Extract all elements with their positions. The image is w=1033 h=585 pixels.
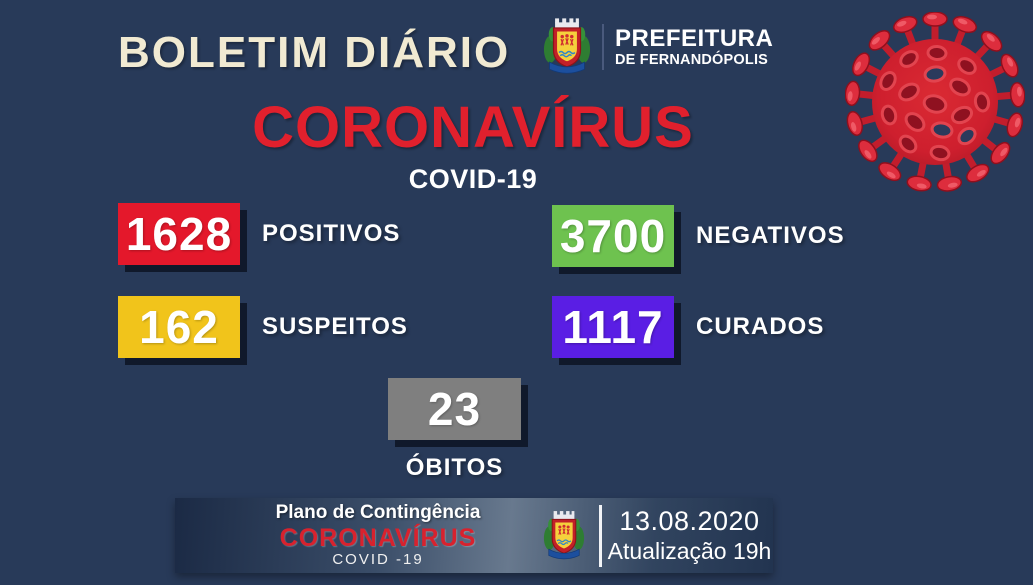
negativos-value-box: 3700 xyxy=(552,205,674,267)
positivos-label: POSITIVOS xyxy=(262,220,401,247)
plan-covid: COVID -19 xyxy=(332,550,424,568)
plan-text-block: Plano de Contingência CORONAVÍRUS COVID … xyxy=(219,502,537,568)
obitos-value-box: 23 xyxy=(388,378,521,440)
plan-title: Plano de Contingência xyxy=(275,502,481,524)
curados-value: 1117 xyxy=(562,301,664,353)
curados-label: CURADOS xyxy=(696,313,825,340)
positivos-value: 1628 xyxy=(125,208,233,260)
plan-coronavirus: CORONAVÍRUS xyxy=(279,523,477,552)
logo-line2: DE FERNANDÓPOLIS xyxy=(615,51,769,68)
stat-curados: 1117 CURADOS xyxy=(552,296,824,358)
negativos-value: 3700 xyxy=(559,210,667,262)
negativos-label: NEGATIVOS xyxy=(696,222,845,249)
obitos-value: 23 xyxy=(427,383,482,435)
suspeitos-label: SUSPEITOS xyxy=(262,313,408,340)
stat-obitos: 23 ÓBITOS xyxy=(388,378,521,482)
main-title: CORONAVÍRUS xyxy=(252,95,694,160)
positivos-value-box: 1628 xyxy=(118,203,240,265)
stat-negativos: 3700 NEGATIVOS xyxy=(552,205,845,267)
prefeitura-logo: PREFEITURA DE FERNANDÓPOLIS xyxy=(543,16,773,78)
footer-divider xyxy=(599,504,602,567)
city-crest-icon xyxy=(543,509,585,563)
logo-text: PREFEITURA DE FERNANDÓPOLIS xyxy=(615,26,773,68)
suspeitos-value-box: 162 xyxy=(118,296,240,358)
contingency-plan-banner: Plano de Contingência CORONAVÍRUS COVID … xyxy=(175,498,773,573)
stat-suspeitos: 162 SUSPEITOS xyxy=(118,296,408,358)
bulletin-date: 13.08.2020 xyxy=(619,506,760,536)
suspeitos-value: 162 xyxy=(139,301,219,353)
update-time: Atualização 19h xyxy=(607,537,772,564)
subtitle: COVID-19 xyxy=(408,164,538,194)
page-title: BOLETIM DIÁRIO xyxy=(118,28,511,77)
date-block: 13.08.2020 Atualização 19h xyxy=(606,506,773,565)
coronavirus-illustration xyxy=(845,12,1025,192)
logo-line1: PREFEITURA xyxy=(615,25,774,53)
obitos-label: ÓBITOS xyxy=(405,454,504,481)
curados-value-box: 1117 xyxy=(552,296,674,358)
city-crest-icon xyxy=(543,16,591,78)
logo-divider xyxy=(602,24,604,70)
stat-positivos: 1628 POSITIVOS xyxy=(118,203,400,265)
